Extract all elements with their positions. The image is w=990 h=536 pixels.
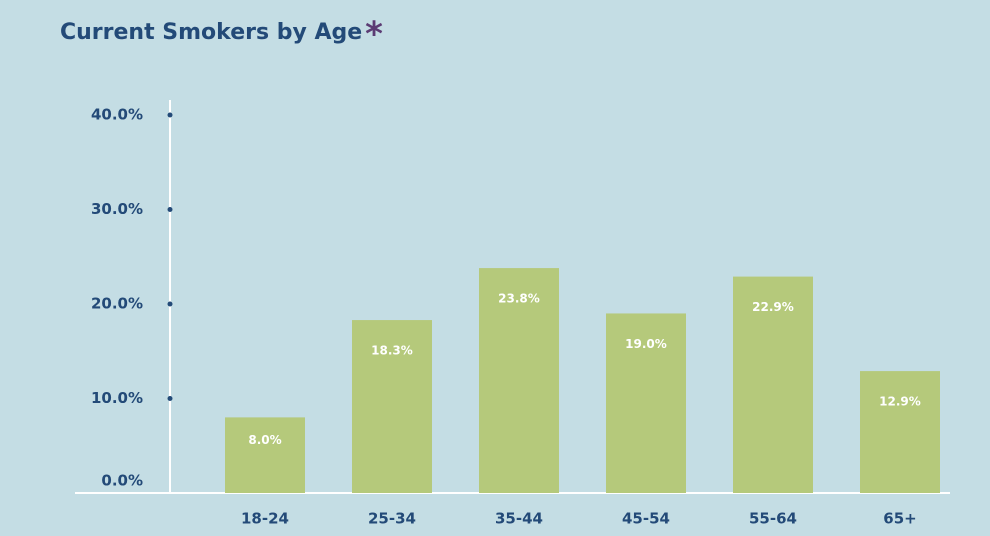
tick-mark bbox=[167, 301, 173, 307]
y-tick-label: 20.0% bbox=[91, 295, 143, 313]
tick-mark bbox=[167, 207, 173, 212]
bar bbox=[606, 313, 686, 493]
data-label: 12.9% bbox=[879, 395, 921, 409]
x-tick-label: 45-54 bbox=[622, 510, 670, 528]
chart-title: Current Smokers by Age bbox=[60, 20, 362, 45]
bar bbox=[479, 268, 559, 493]
x-tick-label: 35-44 bbox=[495, 510, 543, 528]
y-tick-label: 30.0% bbox=[91, 200, 143, 218]
data-label: 8.0% bbox=[248, 433, 281, 447]
x-tick-label: 55-64 bbox=[749, 510, 797, 528]
data-label: 22.9% bbox=[752, 300, 794, 314]
bar bbox=[225, 417, 305, 493]
x-tick-label: 65+ bbox=[883, 510, 916, 528]
y-tick-label: 0.0% bbox=[101, 472, 143, 490]
y-tick-label: 40.0% bbox=[91, 106, 143, 124]
bar bbox=[733, 276, 813, 493]
y-tick-label: 10.0% bbox=[91, 389, 143, 407]
x-tick-label: 25-34 bbox=[368, 510, 416, 528]
x-tick-label: 18-24 bbox=[241, 510, 289, 528]
bar bbox=[352, 320, 432, 493]
tick-mark bbox=[167, 112, 173, 118]
title-asterisk: * bbox=[365, 15, 383, 55]
bar bbox=[860, 371, 940, 493]
data-label: 18.3% bbox=[371, 344, 413, 358]
data-label: 19.0% bbox=[625, 337, 667, 351]
tick-mark bbox=[167, 396, 173, 401]
data-label: 23.8% bbox=[498, 292, 540, 306]
